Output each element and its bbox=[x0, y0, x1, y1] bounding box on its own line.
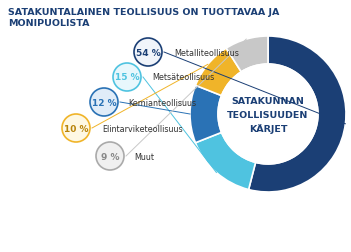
Text: Elintarviketeollisuus: Elintarviketeollisuus bbox=[102, 124, 183, 133]
Text: 54 %: 54 % bbox=[135, 48, 160, 57]
Circle shape bbox=[62, 115, 90, 142]
Wedge shape bbox=[196, 49, 241, 96]
Text: KÄRJET: KÄRJET bbox=[249, 123, 287, 134]
Text: SATAKUNNAN: SATAKUNNAN bbox=[232, 96, 304, 105]
Circle shape bbox=[113, 64, 141, 92]
Text: 12 %: 12 % bbox=[92, 98, 116, 107]
Wedge shape bbox=[226, 37, 268, 73]
Text: Metalliteollisuus: Metalliteollisuus bbox=[174, 48, 239, 57]
Circle shape bbox=[134, 39, 162, 67]
Text: Muut: Muut bbox=[134, 152, 154, 161]
Text: 15 %: 15 % bbox=[115, 73, 139, 82]
Wedge shape bbox=[249, 37, 346, 192]
Circle shape bbox=[96, 142, 124, 170]
Text: TEOLLISUUDEN: TEOLLISUUDEN bbox=[227, 110, 309, 119]
Wedge shape bbox=[190, 86, 221, 143]
Text: Kemianteollisuus: Kemianteollisuus bbox=[128, 98, 196, 107]
Text: 9 %: 9 % bbox=[101, 152, 119, 161]
Text: MONIPUOLISTA: MONIPUOLISTA bbox=[8, 19, 90, 28]
Wedge shape bbox=[196, 133, 256, 190]
Text: Metsäteollisuus: Metsäteollisuus bbox=[152, 73, 214, 82]
Text: 10 %: 10 % bbox=[64, 124, 88, 133]
Circle shape bbox=[218, 65, 318, 164]
Circle shape bbox=[90, 89, 118, 116]
Text: SATAKUNTALAINEN TEOLLISUUS ON TUOTTAVAA JA: SATAKUNTALAINEN TEOLLISUUS ON TUOTTAVAA … bbox=[8, 8, 279, 17]
